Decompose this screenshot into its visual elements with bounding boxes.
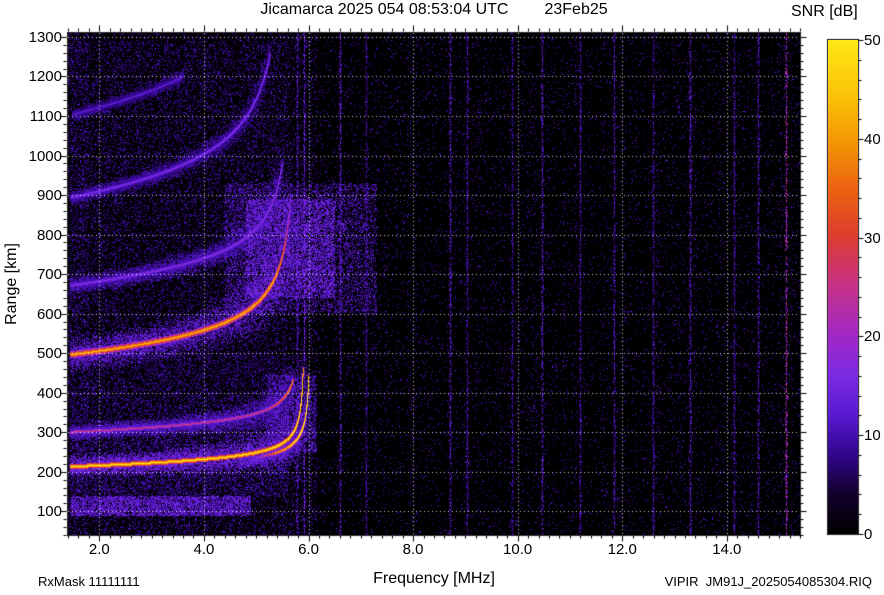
y-tick-label: 1100: [29, 108, 62, 125]
x-axis-label: Frequency [MHz]: [373, 570, 495, 587]
y-tick-label: 800: [36, 226, 62, 244]
ionogram-heatmap: [68, 33, 800, 535]
y-tick-label: 100: [36, 503, 62, 521]
x-tick-label: 4.0: [193, 541, 215, 558]
colorbar-gradient: [828, 40, 858, 534]
y-tick-label: 1200: [28, 68, 62, 86]
x-tick-label: 10.0: [503, 541, 533, 558]
colorbar-tick-label: 30: [864, 229, 881, 247]
colorbar-tick-label: 50: [864, 32, 881, 49]
y-tick-label: 500: [36, 345, 62, 363]
y-tick-label: 600: [36, 305, 62, 323]
y-tick-label: 300: [36, 424, 62, 442]
colorbar-tick-label: 20: [864, 328, 881, 346]
y-tick-label: 200: [36, 463, 62, 481]
x-tick-label: 6.0: [298, 541, 319, 558]
y-tick-label: 1000: [28, 147, 62, 165]
y-tick-label: 700: [36, 266, 62, 284]
colorbar-tick-label: 10: [864, 427, 881, 445]
y-tick-label: 400: [36, 384, 62, 402]
rx-mask-label: RxMask 11111111: [38, 574, 140, 589]
data-file-label: VIPIR JM91J_2025054085304.RIQ: [664, 574, 872, 589]
y-tick-label: 900: [36, 187, 62, 205]
colorbar-tick-label: 0: [864, 526, 873, 543]
x-tick-label: 14.0: [712, 541, 742, 558]
x-tick-label: 12.0: [607, 541, 637, 558]
colorbar-tick-label: 40: [864, 130, 881, 148]
y-tick-label: 1300: [28, 28, 62, 46]
x-tick-label: 2.0: [88, 541, 110, 558]
x-tick-label: 8.0: [402, 541, 424, 558]
